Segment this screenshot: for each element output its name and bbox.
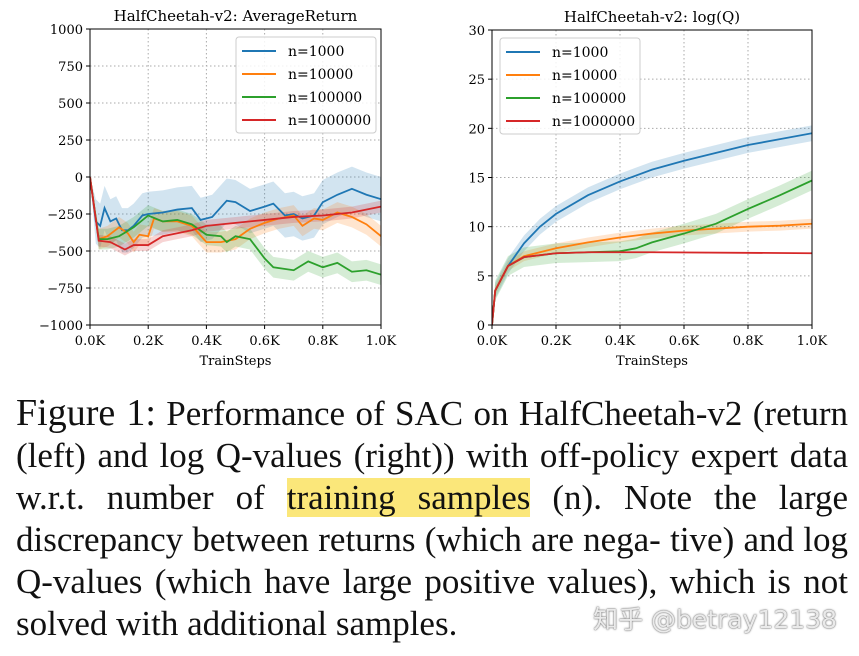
x-tick-label: 0.2K — [133, 334, 164, 349]
y-tick-label: −750 — [47, 282, 83, 297]
y-tick-label: 0 — [75, 171, 83, 186]
watermark: 知乎 @betray12138 — [593, 605, 837, 634]
x-tick-label: 0.2K — [541, 334, 572, 349]
y-tick-label: 1000 — [50, 23, 83, 38]
legend-label: n=100000 — [288, 90, 362, 106]
x-tick-label: 0.4K — [605, 334, 636, 349]
y-tick-label: −500 — [47, 245, 83, 260]
y-tick-label: −1000 — [39, 319, 83, 334]
caption-label: Figure 1: — [16, 392, 156, 434]
y-tick-label: 10 — [468, 221, 485, 236]
series-band-2 — [492, 170, 812, 325]
y-tick-label: −250 — [47, 208, 83, 223]
legend-label: n=1000 — [288, 44, 344, 60]
logq-chart: HalfCheetah-v2: log(Q) 0.0K 0.2K 0.4K 0.6K 0.… — [468, 8, 828, 369]
x-tick-label: 0.4K — [191, 334, 222, 349]
x-tick-label: 0.8K — [308, 334, 339, 349]
series-line-1 — [90, 176, 381, 244]
y-tick-label: 15 — [468, 172, 485, 187]
legend-label: n=10000 — [552, 68, 617, 84]
series-band-0 — [492, 125, 812, 325]
series-line-0 — [90, 176, 381, 232]
y-tick-label: 500 — [58, 97, 83, 112]
x-tick-label: 0.0K — [477, 334, 508, 349]
series-band-0 — [90, 166, 381, 253]
chart-title: HalfCheetah-v2: AverageReturn — [114, 7, 358, 25]
plot-frame — [491, 29, 813, 326]
x-tick-label: 0.6K — [249, 334, 280, 349]
series-line-0 — [492, 132, 812, 325]
y-tick-label: 5 — [477, 270, 485, 285]
average-return-chart: HalfCheetah-v2: AverageReturn 0.0K 0.2K 0.4… — [39, 7, 397, 369]
y-tick-label: 20 — [468, 122, 485, 137]
x-tick-label: 1.0K — [366, 334, 397, 349]
x-tick-label: 0.6K — [669, 334, 700, 349]
plot-frame — [89, 28, 382, 326]
series-line-3 — [90, 176, 381, 251]
y-tick-label: 250 — [58, 134, 83, 149]
series-line-2 — [90, 176, 381, 276]
figure-caption: Figure 1: Performance of SAC on HalfChee… — [16, 392, 848, 645]
x-tick-label: 0.8K — [733, 334, 764, 349]
legend-label: n=1000000 — [552, 114, 635, 130]
chart-title: HalfCheetah-v2: log(Q) — [564, 8, 740, 26]
legend-box — [235, 36, 377, 134]
y-tick-label: 25 — [468, 73, 485, 88]
y-tick-label: 30 — [468, 24, 485, 39]
y-tick-label: 0 — [477, 319, 485, 334]
caption-highlight: training samples — [286, 478, 531, 517]
legend-label: n=1000000 — [288, 113, 371, 129]
x-tick-label: 0.0K — [75, 334, 106, 349]
caption-text-after: (n). Note the large discrepancy between … — [16, 478, 849, 643]
x-axis-label: TrainSteps — [616, 354, 688, 369]
legend-label: n=100000 — [552, 91, 626, 107]
legend-label: n=1000 — [552, 45, 608, 61]
series-line-3 — [492, 251, 812, 325]
caption-text-before: Performance of SAC on HalfCheetah-v2 (re… — [16, 394, 848, 517]
x-tick-label: 1.0K — [797, 334, 828, 349]
legend-label: n=10000 — [288, 67, 353, 83]
y-tick-label: 750 — [58, 60, 83, 75]
series-band-2 — [90, 177, 381, 286]
legend-box — [499, 37, 641, 135]
x-axis-label: TrainSteps — [200, 354, 272, 369]
